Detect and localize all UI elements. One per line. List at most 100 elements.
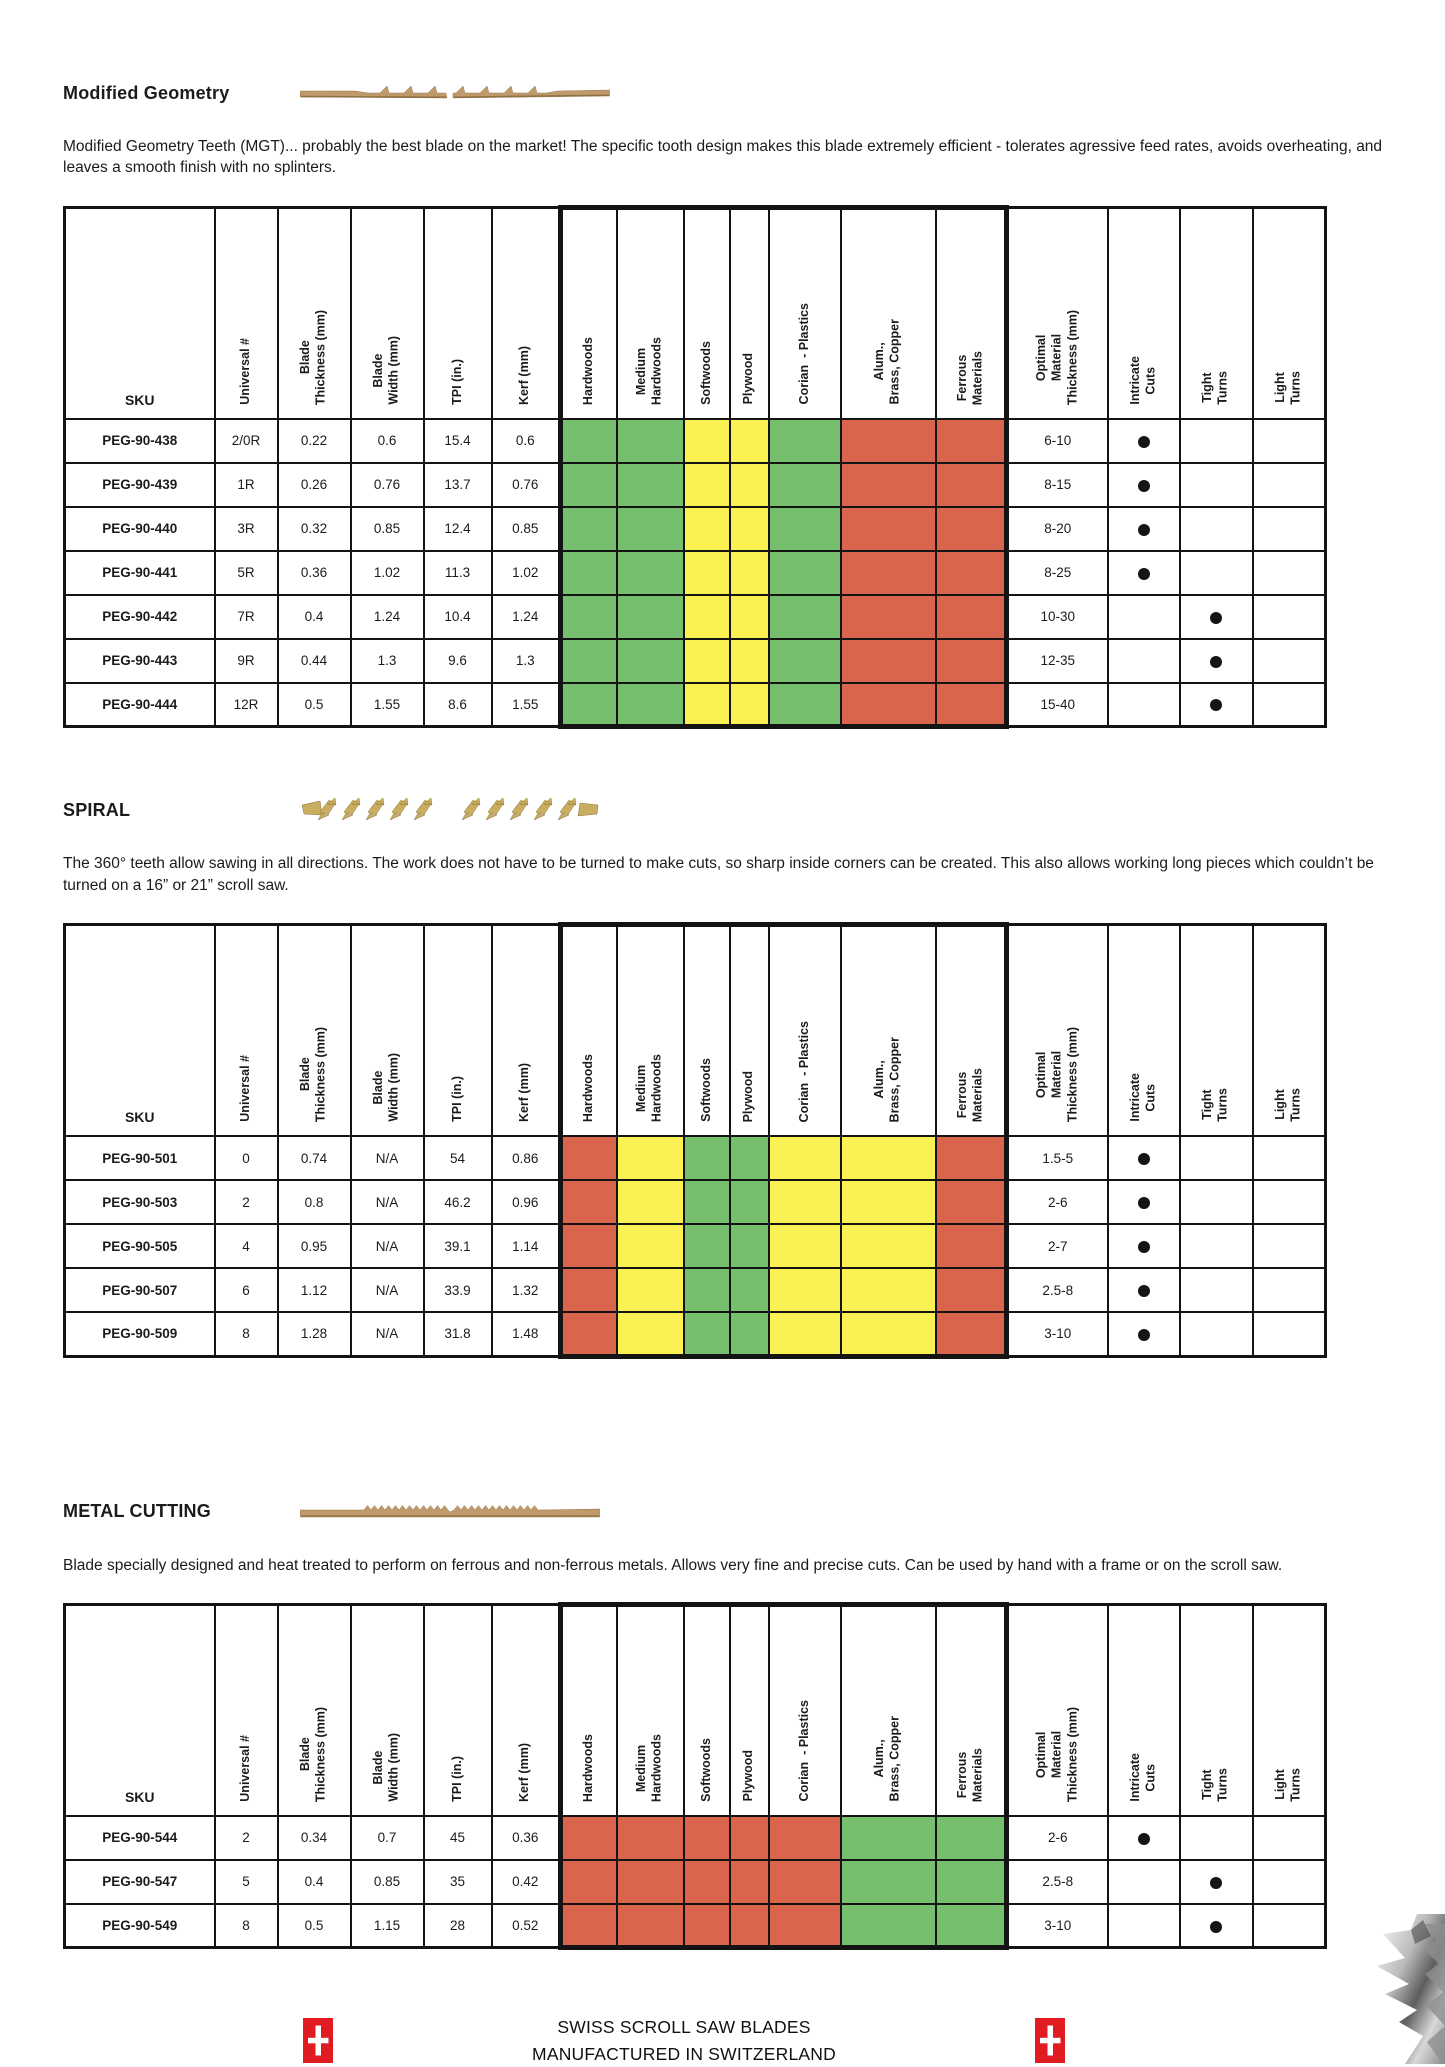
column-header-width: Blade Width (mm) <box>349 206 425 420</box>
cell-tpi: 15.4 <box>422 417 493 464</box>
material-cell-m1 <box>615 1814 685 1861</box>
cell-sku: PEG-90-444 <box>63 681 216 728</box>
cell-sku: PEG-90-544 <box>63 1814 216 1861</box>
material-cell-m3 <box>728 681 770 730</box>
column-header-label: Universal # <box>238 1735 253 1802</box>
column-header-universal: Universal # <box>213 923 279 1137</box>
cell-sku: PEG-90-549 <box>63 1902 216 1949</box>
material-cell-m1 <box>615 1179 685 1225</box>
table-row: PEG-90-507 6 1.12 N/A 33.9 1.32 2.5-8 <box>63 1267 1327 1313</box>
column-header-label: Softwoods <box>698 340 713 405</box>
column-header-m6: Ferrous Materials <box>934 922 1009 1137</box>
material-cell-m1 <box>615 549 685 596</box>
material-cell-m6 <box>934 1814 1009 1861</box>
material-cell-m6 <box>934 593 1009 640</box>
column-header-intricate: Intricate Cuts <box>1106 923 1181 1137</box>
cell-width: 0.6 <box>349 417 425 464</box>
material-cell-m2 <box>682 1135 731 1181</box>
column-header-kerf: Kerf (mm) <box>490 1603 562 1817</box>
cell-thickness: 0.32 <box>276 505 352 552</box>
cell-light <box>1251 1858 1327 1905</box>
cell-light <box>1251 1267 1327 1313</box>
cell-sku: PEG-90-438 <box>63 417 216 464</box>
table-row: PEG-90-509 8 1.28 N/A 31.8 1.48 3-10 <box>63 1311 1327 1359</box>
cell-width: 1.02 <box>349 549 425 596</box>
cell-optimal: 2-6 <box>1005 1179 1109 1225</box>
material-cell-m2 <box>682 505 731 552</box>
cell-tpi: 9.6 <box>422 637 493 684</box>
material-cell-m2 <box>682 681 731 730</box>
column-header-label: Plywood <box>741 353 756 405</box>
column-header-m2: Softwoods <box>682 1601 731 1817</box>
column-header-label: Corian - Plastics <box>796 1700 811 1802</box>
dot-indicator <box>1137 1196 1150 1209</box>
cell-optimal: 3-10 <box>1005 1902 1109 1949</box>
column-header-optimal: Optimal Material Thickness (mm) <box>1005 1603 1109 1817</box>
cell-light <box>1251 1311 1327 1357</box>
column-header-tight: Tight Turns <box>1178 206 1254 420</box>
column-header-label: Medium Hardwoods <box>634 336 664 405</box>
cell-intricate <box>1106 1902 1181 1949</box>
material-cell-m5 <box>839 1311 937 1359</box>
column-header-thickness: Blade Thickness (mm) <box>276 206 352 420</box>
table-row: PEG-90-442 7R 0.4 1.24 10.4 1.24 10-30 <box>63 593 1327 640</box>
column-header-kerf: Kerf (mm) <box>490 206 562 420</box>
column-header-intricate: Intricate Cuts <box>1106 1603 1181 1817</box>
material-cell-m4 <box>767 1814 842 1861</box>
material-cell-m3 <box>728 1902 770 1951</box>
cell-light <box>1251 1814 1327 1861</box>
column-header-label: SKU <box>124 1109 155 1125</box>
cell-width: 1.3 <box>349 637 425 684</box>
material-cell-m1 <box>615 417 685 464</box>
column-header-m1: Medium Hardwoods <box>615 922 685 1137</box>
column-header-label: Kerf (mm) <box>517 1742 532 1802</box>
column-header-sku: SKU <box>63 1603 216 1817</box>
column-header-light: Light Turns <box>1251 923 1327 1137</box>
material-cell-m4 <box>767 1858 842 1905</box>
column-header-m5: Alum., Brass, Copper <box>839 922 937 1137</box>
material-cell-m1 <box>615 461 685 508</box>
column-header-label: Light Turns <box>1273 1768 1303 1802</box>
cell-kerf: 0.96 <box>490 1179 562 1225</box>
cell-intricate <box>1106 1179 1181 1225</box>
cell-intricate <box>1106 593 1181 640</box>
column-header-label: Softwoods <box>698 1058 713 1122</box>
cell-kerf: 1.02 <box>490 549 562 596</box>
column-header-label: TPI (in.) <box>449 358 464 405</box>
cell-universal: 9R <box>213 637 279 684</box>
column-header-label: Universal # <box>238 338 253 405</box>
cell-sku: PEG-90-507 <box>63 1267 216 1313</box>
material-cell-m3 <box>728 1311 770 1359</box>
column-header-label: Corian - Plastics <box>796 303 811 405</box>
cell-optimal: 2.5-8 <box>1005 1267 1109 1313</box>
material-cell-m4 <box>767 1179 842 1225</box>
cell-tpi: 45 <box>422 1814 493 1861</box>
section-header: METAL CUTTING <box>63 1499 1385 1525</box>
column-header-label: Intricate Cuts <box>1127 1753 1158 1802</box>
dot-indicator <box>1137 1240 1150 1253</box>
cell-width: N/A <box>349 1135 425 1181</box>
column-header-label: Optimal Material Thickness (mm) <box>1034 309 1080 405</box>
section-modified-geometry: Modified Geometry Modified Geometry Teeth… <box>63 80 1385 730</box>
metal-blade-icon <box>299 1503 601 1521</box>
material-cell-m2 <box>682 1223 731 1269</box>
cell-width: N/A <box>349 1311 425 1357</box>
cell-tpi: 11.3 <box>422 549 493 596</box>
cell-light <box>1251 549 1327 596</box>
cell-tight <box>1178 1179 1254 1225</box>
material-cell-m3 <box>728 637 770 684</box>
cell-light <box>1251 1902 1327 1949</box>
cell-optimal: 1.5-5 <box>1005 1135 1109 1181</box>
table-row: PEG-90-443 9R 0.44 1.3 9.6 1.3 12-35 <box>63 637 1327 684</box>
material-cell-m1 <box>615 637 685 684</box>
material-cell-m0 <box>558 637 618 684</box>
cell-intricate <box>1106 1858 1181 1905</box>
cell-kerf: 1.32 <box>490 1267 562 1313</box>
column-header-label: Tight Turns <box>1200 1768 1230 1802</box>
cell-tight <box>1178 461 1254 508</box>
column-header-label: Kerf (mm) <box>517 1062 532 1122</box>
cell-intricate <box>1106 1267 1181 1313</box>
dot-indicator <box>1137 523 1150 536</box>
material-cell-m4 <box>767 1223 842 1269</box>
cell-tight <box>1178 549 1254 596</box>
